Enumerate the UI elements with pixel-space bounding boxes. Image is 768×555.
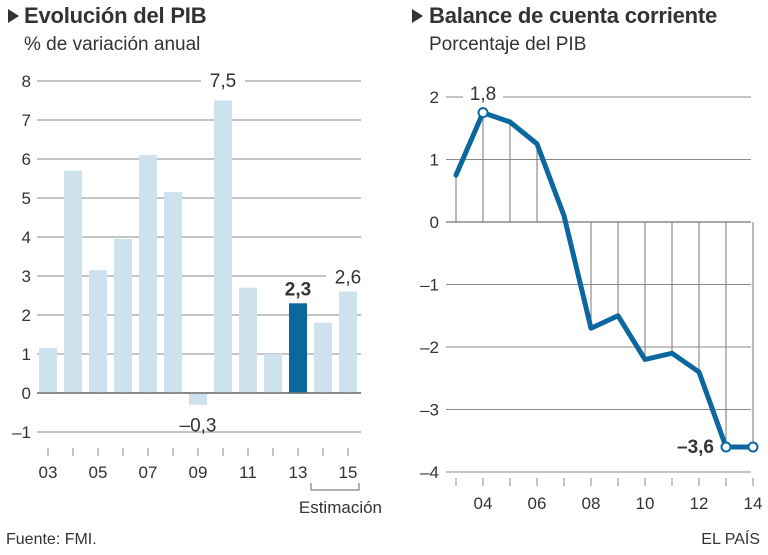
bar — [239, 287, 257, 393]
right-chart-title: Balance de cuenta corriente — [429, 3, 718, 28]
y-tick-label: 8 — [22, 72, 31, 91]
y-tick-label: 3 — [22, 267, 31, 286]
y-tick-label: 4 — [22, 228, 31, 247]
bar — [189, 393, 207, 405]
publisher-credit: EL PAÍS — [701, 531, 760, 548]
bar — [164, 192, 182, 393]
data-point-marker — [477, 107, 489, 119]
bar — [139, 155, 157, 393]
x-tick-label: 06 — [528, 494, 547, 513]
x-tick-label: 11 — [239, 463, 257, 482]
bar — [314, 322, 332, 393]
label-background — [463, 85, 503, 105]
left-title-bullet-icon — [8, 9, 19, 23]
bar — [64, 170, 82, 393]
y-tick-label: 1 — [22, 345, 31, 364]
data-point-marker — [720, 441, 732, 453]
label-background — [326, 271, 370, 294]
bar — [339, 291, 357, 393]
x-tick-label: 08 — [582, 494, 601, 513]
bar — [114, 238, 132, 393]
x-tick-label: 07 — [139, 463, 158, 482]
estimation-label: Estimación — [299, 498, 382, 517]
y-tick-label: 6 — [22, 150, 31, 169]
bar — [89, 270, 107, 393]
bar — [289, 303, 307, 393]
x-tick-label: 14 — [744, 494, 763, 513]
bar — [264, 354, 282, 393]
y-tick-label: 0 — [22, 384, 31, 403]
left-chart-subtitle: % de variación anual — [24, 34, 201, 55]
x-tick-label: 12 — [690, 494, 709, 513]
x-tick-label: 15 — [339, 463, 358, 482]
bar — [214, 100, 232, 393]
bar — [39, 348, 57, 393]
gdp-bar-chart: 8 7 6 5 4 3 2 1 0 –1 03 05 07 09 11 13 15 7,5 –0,3 2,3 2,6 Es… — [12, 69, 382, 517]
data-label: 1,8 — [470, 84, 496, 105]
estimation-bracket — [310, 483, 360, 491]
data-label: 7,5 — [210, 71, 236, 92]
y-tick-label: –2 — [420, 338, 439, 357]
right-title-bullet-icon — [412, 9, 423, 23]
source-note: Fuente: FMI. — [6, 531, 97, 548]
x-tick-label: 10 — [636, 494, 655, 513]
y-tick-label: –1 — [12, 423, 31, 442]
x-tick-label: 13 — [289, 463, 308, 482]
data-label: –3,6 — [677, 437, 714, 458]
data-label: –0,3 — [180, 416, 217, 437]
data-point-marker — [747, 441, 759, 453]
data-label: 2,3 — [285, 279, 311, 300]
right-chart-subtitle: Porcentaje del PIB — [429, 34, 587, 55]
y-tick-label: 2 — [22, 306, 31, 325]
x-tick-label: 09 — [189, 463, 208, 482]
y-tick-label: –3 — [420, 401, 439, 420]
series-line — [453, 110, 756, 450]
y-tick-label: 0 — [430, 213, 439, 232]
x-tick-label: 03 — [39, 463, 58, 482]
current-account-line-chart: 210–1–2–3–404 06 08 10 12 141,8–3,6 — [420, 84, 763, 513]
y-tick-label: 7 — [22, 111, 31, 130]
y-tick-label: 5 — [22, 189, 31, 208]
label-background — [201, 69, 245, 91]
y-tick-label: –4 — [420, 463, 439, 482]
y-tick-label: –1 — [420, 276, 439, 295]
data-label: 2,6 — [335, 268, 361, 289]
y-tick-label: 1 — [430, 151, 439, 170]
left-chart-title: Evolución del PIB — [24, 3, 207, 28]
y-tick-label: 2 — [430, 88, 439, 107]
x-tick-label: 05 — [89, 463, 108, 482]
x-tick-label: 04 — [474, 494, 493, 513]
